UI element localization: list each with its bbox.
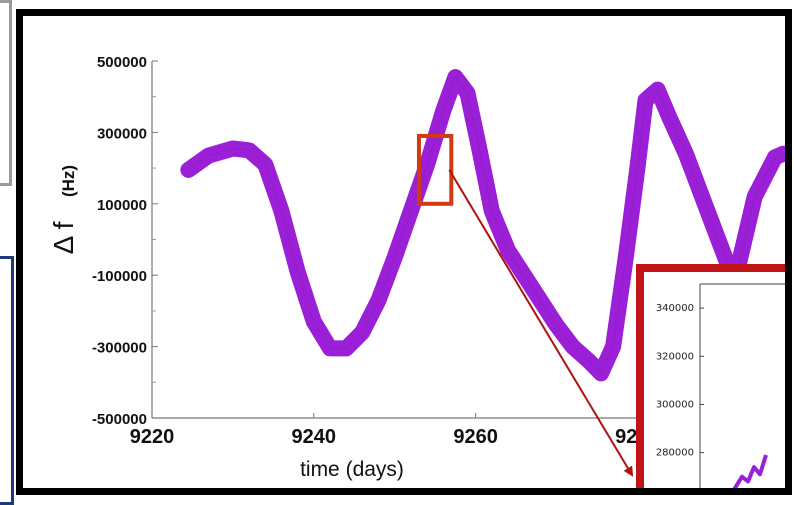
x-axis-title: time (days) — [300, 458, 404, 481]
y-tick-label: -500000 — [92, 411, 147, 428]
y-tick-label: 100000 — [97, 197, 147, 214]
inset-y-tick-label: 280000 — [656, 448, 694, 459]
x-tick-label: 9260 — [453, 426, 498, 448]
y-tick-label: -100000 — [92, 268, 147, 285]
y-axis-title: Δ f (Hz) — [48, 165, 79, 254]
y-axis-symbol: Δ f — [48, 221, 79, 254]
data-series-band — [180, 69, 785, 382]
zoom-arrow — [448, 169, 634, 477]
zoom-highlight-box — [416, 133, 454, 206]
inset-border — [636, 264, 785, 488]
main-chart-frame: 500000 300000 100000 -100000 -300000 -500000 9… — [16, 9, 792, 495]
y-tick-label: 500000 — [97, 54, 147, 71]
inset-y-tick-label: 300000 — [656, 399, 694, 410]
inset-y-tick-label: 320000 — [656, 351, 694, 362]
tick-labels: 500000300000100000-100000-300000-5000009… — [92, 54, 660, 448]
inset-y-tick-label: 340000 — [656, 303, 694, 314]
background-panel-gray — [0, 0, 12, 186]
data-series-center — [188, 76, 784, 375]
x-tick-label: 9240 — [292, 426, 337, 448]
y-tick-label: 300000 — [97, 125, 147, 142]
zoom-annotation — [448, 169, 634, 477]
main-chart: 500000300000100000-100000-300000-5000009… — [48, 54, 785, 488]
plot-area — [180, 69, 785, 382]
zoom-inset: 340000 320000 300000 280000 — [636, 264, 785, 488]
x-tick-label: 9220 — [130, 426, 175, 448]
y-tick-label: -300000 — [92, 340, 147, 357]
inset-data-series — [732, 454, 768, 488]
y-axis-unit: (Hz) — [59, 165, 78, 197]
background-panel-navy — [0, 256, 14, 505]
